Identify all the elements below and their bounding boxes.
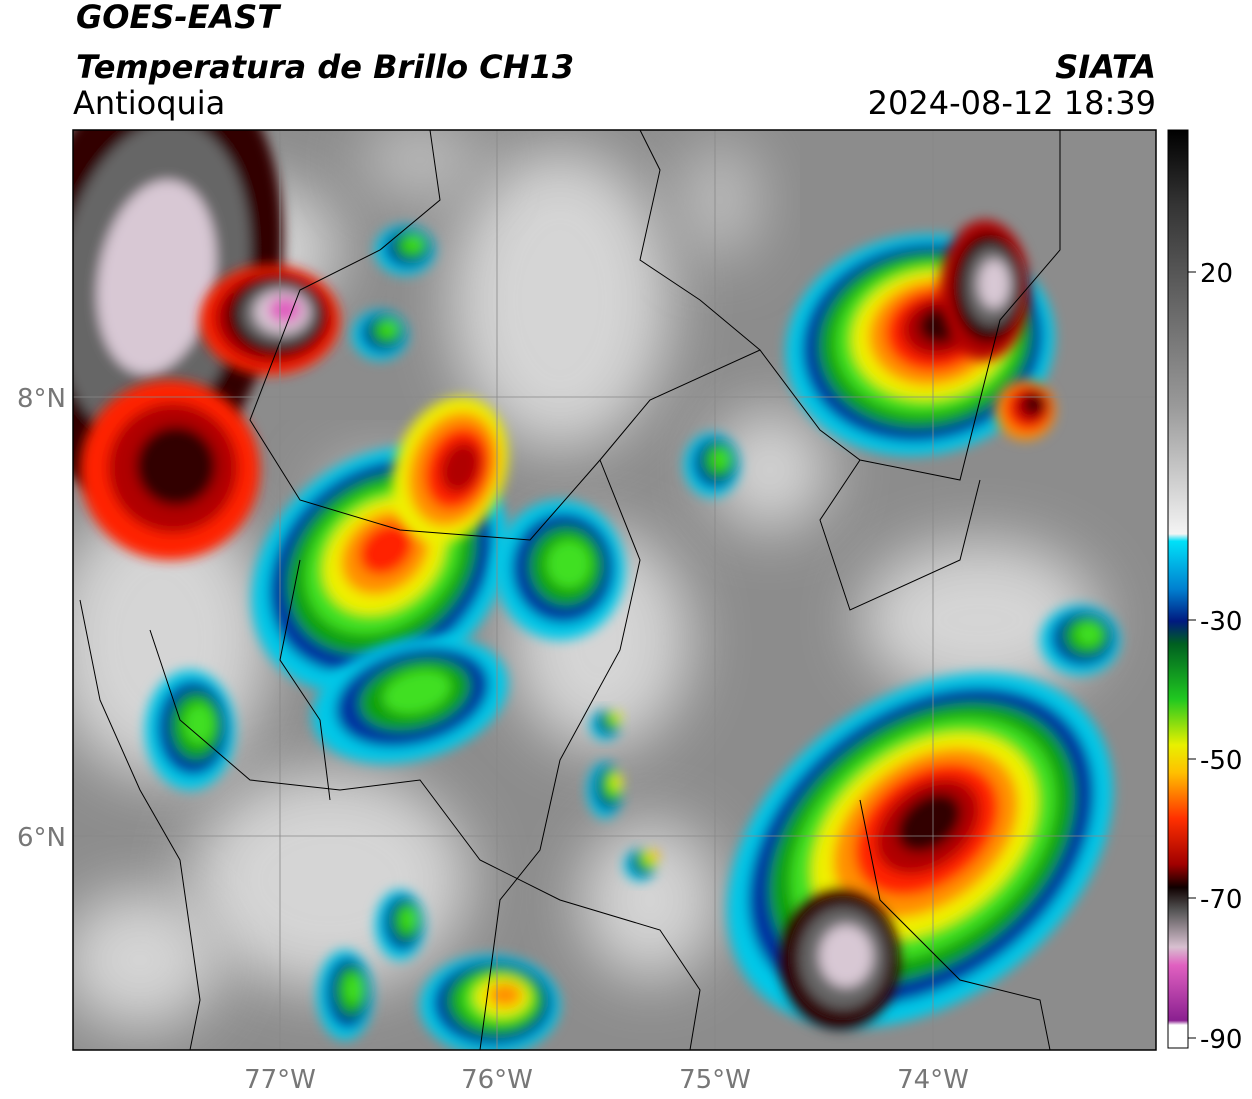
- lon-label: 74°W: [897, 1065, 969, 1095]
- lon-label: 76°W: [461, 1065, 533, 1095]
- colorbar-label: -30: [1200, 607, 1242, 637]
- storm-cell: [375, 890, 425, 960]
- source-label: SIATA: [1055, 48, 1156, 86]
- storm-level: [97, 180, 216, 374]
- storm-cell: [420, 955, 560, 1050]
- storm-level: [819, 924, 873, 988]
- storm-level: [403, 235, 425, 253]
- storm-level: [1023, 393, 1045, 415]
- storm-level: [344, 973, 364, 1005]
- boundary: [149, 629, 701, 1050]
- storm-cell: [780, 890, 900, 1030]
- lat-label: 6°N: [17, 823, 66, 853]
- boundary: [249, 130, 1061, 541]
- storm-cell: [684, 433, 740, 497]
- surface-patch: [680, 140, 760, 260]
- lon-label: 75°W: [679, 1065, 751, 1095]
- storm-level: [611, 774, 623, 790]
- surface-patch: [710, 410, 830, 530]
- storm-level: [379, 320, 399, 338]
- storm-level: [136, 426, 216, 506]
- storm-cell: [495, 500, 625, 640]
- storm-level: [546, 539, 592, 589]
- storm-level: [268, 296, 302, 324]
- storm-cell: [624, 849, 659, 881]
- surface-patch: [860, 540, 1100, 700]
- boundary: [859, 799, 1051, 1050]
- storm-cell: [317, 950, 373, 1040]
- storm-cell: [587, 762, 623, 818]
- boundary: [479, 459, 641, 1050]
- satellite-title: GOES-EAST: [76, 0, 281, 36]
- storm-level: [183, 703, 215, 745]
- lon-label: 77°W: [244, 1065, 316, 1095]
- storm-level: [440, 442, 481, 493]
- product-title: Temperatura de Brillo CH13: [76, 48, 574, 86]
- colorbar-label: -70: [1200, 885, 1242, 915]
- storm-level: [359, 523, 414, 576]
- datetime-label: 2024-08-12 18:39: [868, 84, 1156, 122]
- region-label: Antioquia: [73, 84, 225, 122]
- storm-level: [488, 982, 522, 1008]
- storm-level: [383, 669, 452, 714]
- storm-level: [612, 712, 622, 722]
- colorbar-label: 20: [1200, 259, 1233, 289]
- colorbar-label: -50: [1200, 746, 1242, 776]
- colorbar-ticks: 20 -30 -50 -70 -90: [1188, 259, 1242, 1055]
- boundary: [639, 130, 761, 351]
- storm-cell: [392, 397, 508, 543]
- storm-level: [651, 851, 659, 859]
- storm-cell: [200, 265, 340, 375]
- storm-cell: [1040, 605, 1120, 675]
- storm-cell: [352, 310, 408, 360]
- storm-level: [978, 259, 1010, 309]
- map-image: [73, 130, 1156, 1050]
- surface-patch: [190, 770, 470, 990]
- surface-patch: [580, 820, 720, 980]
- boundary: [79, 599, 201, 1050]
- storm-cell: [80, 380, 260, 560]
- colorbar: [1167, 129, 1189, 1049]
- surface-patch: [73, 890, 220, 1030]
- storm-level: [1075, 621, 1103, 647]
- storm-cell: [940, 220, 1030, 360]
- storm-cell: [312, 636, 508, 764]
- boundary: [819, 459, 981, 611]
- storm-cell: [590, 710, 622, 740]
- storm-level: [400, 906, 418, 932]
- lat-label: 8°N: [17, 384, 66, 414]
- storm-cell: [73, 130, 284, 498]
- storm-cell: [145, 670, 235, 790]
- colorbar-label: -90: [1200, 1025, 1242, 1055]
- surface-patch: [360, 130, 480, 200]
- storm-cell: [375, 225, 435, 275]
- surface-patch: [450, 150, 670, 450]
- boundary: [279, 559, 331, 801]
- storm-level: [711, 447, 731, 471]
- storm-cell: [995, 380, 1055, 440]
- map-frame: [72, 129, 1157, 1051]
- storm-level: [896, 793, 962, 853]
